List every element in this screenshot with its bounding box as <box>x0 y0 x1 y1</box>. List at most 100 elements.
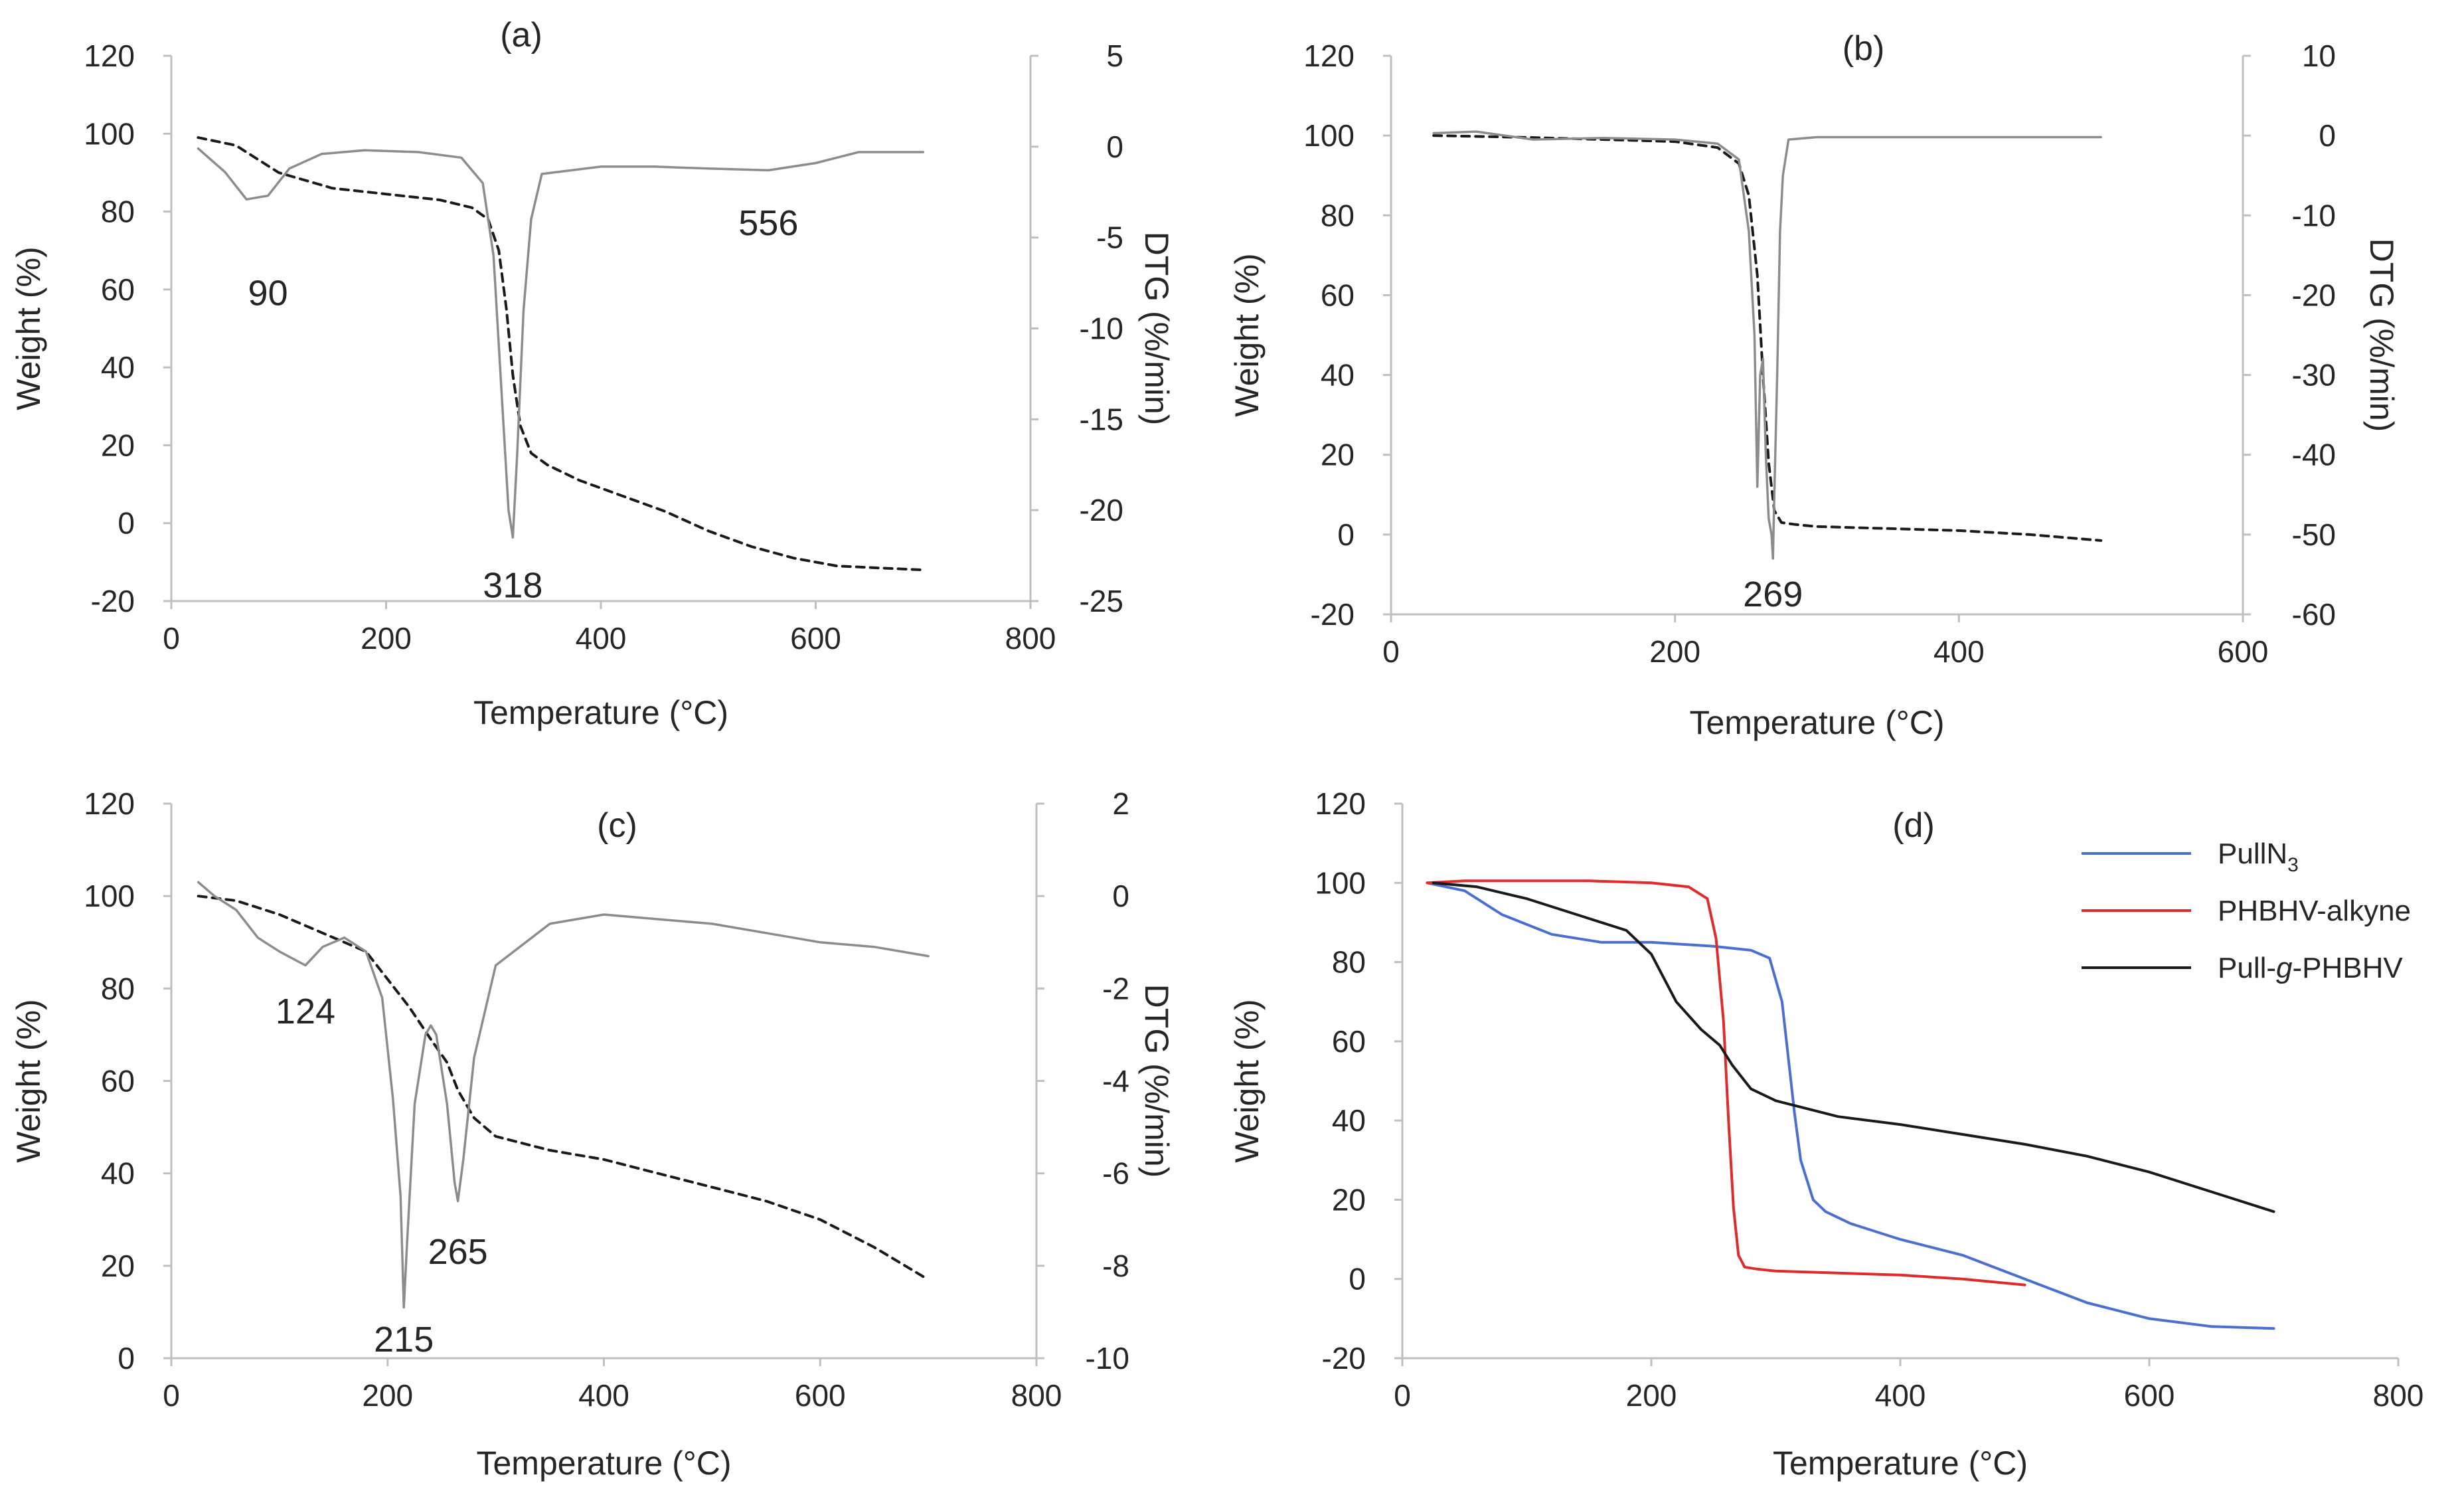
y2-tick-label: -8 <box>1102 1249 1129 1283</box>
y2-tick-label: -60 <box>2292 597 2336 632</box>
y-tick-label: -20 <box>1311 597 1355 632</box>
series-line-phbhv-alkyne <box>1426 879 2026 1286</box>
x-tick-label: 800 <box>1011 1378 1062 1413</box>
peak-annotation: 269 <box>1743 574 1803 614</box>
y2-tick-label: -25 <box>1080 584 1123 618</box>
y-tick-label: 60 <box>101 1064 135 1099</box>
x-axis-label: Temperature (°C) <box>1690 704 1945 741</box>
y-tick-label: 20 <box>1332 1182 1366 1217</box>
x-axis-label: Temperature (°C) <box>477 1445 732 1482</box>
y-tick-label: 20 <box>101 428 135 462</box>
panel-b: 0 200 400 600-20020406080100120-60-50-40-30… <box>1228 29 2400 741</box>
y-tick-label: 0 <box>1349 1262 1366 1296</box>
y-tick-label: 120 <box>1315 786 1366 821</box>
x-tick-label: 0 <box>163 621 180 656</box>
y2-tick-label: 2 <box>1112 786 1129 821</box>
x-tick-label: 0 <box>1382 634 1400 669</box>
panel-title: (a) <box>500 16 542 54</box>
x-tick-label: 800 <box>2373 1378 2424 1413</box>
y-tick-label: 20 <box>101 1249 135 1283</box>
y-tick-label: 80 <box>101 971 135 1006</box>
y2-tick-label: -40 <box>2292 438 2336 472</box>
y-axis-label: Weight (%) <box>1228 999 1266 1162</box>
y-tick-label: -20 <box>91 584 135 618</box>
y-tick-label: 100 <box>1303 118 1355 153</box>
series-line-dtg <box>197 881 930 1309</box>
series-line-weight <box>197 136 925 572</box>
y2-axis-label: DTG (%/min) <box>2363 238 2400 432</box>
legend-label: PullN3 <box>2218 838 2299 876</box>
x-tick-label: 400 <box>1933 634 1985 669</box>
series-line-pulln3 <box>1426 881 2275 1330</box>
y-tick-label: 120 <box>84 786 135 821</box>
x-tick-label: 800 <box>1005 621 1056 656</box>
x-tick-label: 200 <box>1649 634 1700 669</box>
panel-title: (d) <box>1892 806 1935 845</box>
legend-label: Pull-g-PHBHV <box>2218 952 2403 984</box>
x-tick-label: 400 <box>1875 1378 1926 1413</box>
peak-annotation: 90 <box>248 274 288 313</box>
y-axis-label: Weight (%) <box>10 246 47 410</box>
series-line-weight <box>1432 134 2103 542</box>
y-tick-label: 40 <box>1321 358 1355 393</box>
y2-tick-label: -6 <box>1102 1156 1129 1191</box>
panel-d: 0 200 400 600 800 -20 0 20 40 60 80 100 120 (d) Temper… <box>1228 786 2423 1482</box>
y2-tick-label: 10 <box>2302 39 2336 73</box>
y-tick-label: 100 <box>84 879 135 913</box>
x-tick-label: 600 <box>790 621 841 656</box>
y2-tick-label: -30 <box>2292 358 2336 393</box>
peak-annotation: 556 <box>738 203 798 243</box>
x-tick-label: 200 <box>361 621 412 656</box>
x-tick-label: 200 <box>362 1378 413 1413</box>
y2-tick-label: -10 <box>1080 311 1123 346</box>
series-line-dtg <box>197 147 925 539</box>
x-tick-label: 400 <box>578 1378 629 1413</box>
y2-axis-label: DTG (%/min) <box>1138 984 1175 1178</box>
y-axis-label: Weight (%) <box>1228 253 1266 416</box>
x-tick-label: 0 <box>1394 1378 1411 1413</box>
y-tick-label: 60 <box>1332 1024 1366 1059</box>
y2-tick-label: -2 <box>1102 971 1129 1006</box>
y2-tick-label: -5 <box>1096 221 1123 255</box>
panel-title: (b) <box>1843 29 1885 68</box>
y2-tick-label: -20 <box>1080 493 1123 527</box>
y-axis-label: Weight (%) <box>10 999 47 1162</box>
y-tick-label: 0 <box>118 506 135 541</box>
x-tick-label: 0 <box>163 1378 180 1413</box>
y2-tick-label: 0 <box>1112 879 1129 913</box>
panel-c: 0 200 400 600 800 0 20 40 60 80 100 120 -10 -8 -6 -4 -2 0… <box>10 786 1175 1482</box>
legend-label: PHBHV-alkyne <box>2218 895 2411 927</box>
x-tick-label: 600 <box>795 1378 846 1413</box>
y2-tick-label: 0 <box>1106 130 1123 164</box>
y2-tick-label: -50 <box>2292 517 2336 552</box>
y-tick-label: 80 <box>1332 945 1366 980</box>
y-tick-label: 120 <box>84 39 135 73</box>
panel-a: 0 200 400 600 800 -20 0 20 40 60 80 100 120 -25 -20 -15… <box>10 16 1175 731</box>
panel-title: (c) <box>597 806 637 845</box>
y2-tick-label: -20 <box>2292 278 2336 312</box>
y-tick-label: -20 <box>1322 1341 1366 1375</box>
y-tick-label: 0 <box>1337 517 1355 552</box>
peak-annotation: 318 <box>483 566 542 606</box>
y-tick-label: 20 <box>1321 438 1355 472</box>
y-tick-label: 100 <box>84 116 135 151</box>
x-axis-label: Temperature (°C) <box>1773 1445 2028 1482</box>
y-tick-label: 60 <box>101 272 135 307</box>
y-tick-label: 40 <box>101 1156 135 1191</box>
y2-tick-label: 0 <box>2319 118 2336 153</box>
y-tick-label: 80 <box>1321 198 1355 232</box>
x-tick-label: 200 <box>1626 1378 1677 1413</box>
series-line-dtg <box>1432 130 2102 560</box>
y-tick-label: 60 <box>1321 278 1355 312</box>
y2-axis-label: DTG (%/min) <box>1138 232 1175 426</box>
y2-tick-label: -10 <box>1086 1341 1129 1375</box>
y2-tick-label: -10 <box>2292 198 2336 232</box>
peak-annotation: 215 <box>374 1320 434 1360</box>
y-tick-label: 80 <box>101 195 135 229</box>
y-tick-label: 100 <box>1315 865 1366 900</box>
x-axis-label: Temperature (°C) <box>473 694 728 731</box>
y2-tick-label: -15 <box>1080 402 1123 436</box>
x-tick-label: 600 <box>2218 634 2269 669</box>
